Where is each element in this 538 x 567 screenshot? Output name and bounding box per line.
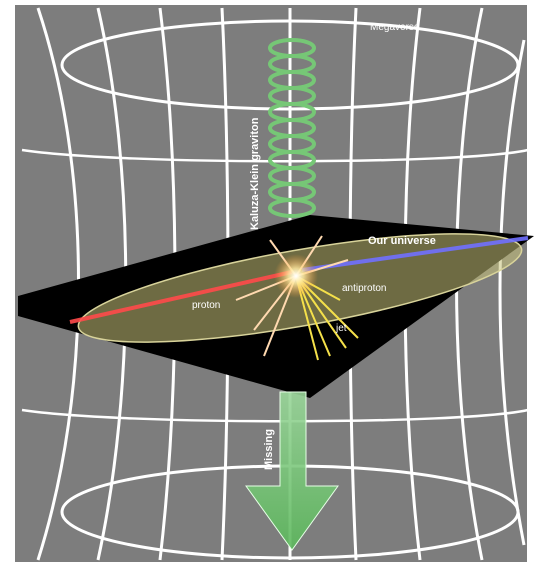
antiproton-beam: [301, 236, 529, 272]
graviton-label: Kaluza-Klein graviton: [249, 117, 261, 230]
proton-beam: [69, 270, 293, 324]
proton-label: proton: [192, 300, 220, 311]
megaverse-label: Megaverse: [370, 22, 420, 33]
jet-label: jet: [335, 323, 347, 334]
missing-energy-arrow: [245, 391, 339, 551]
missing-label: Missing: [263, 429, 275, 470]
antiproton-label: antiproton: [342, 283, 386, 294]
particle-beams: [69, 236, 529, 324]
collision-point: [274, 254, 318, 298]
our-universe-label: Our universe: [368, 235, 436, 247]
